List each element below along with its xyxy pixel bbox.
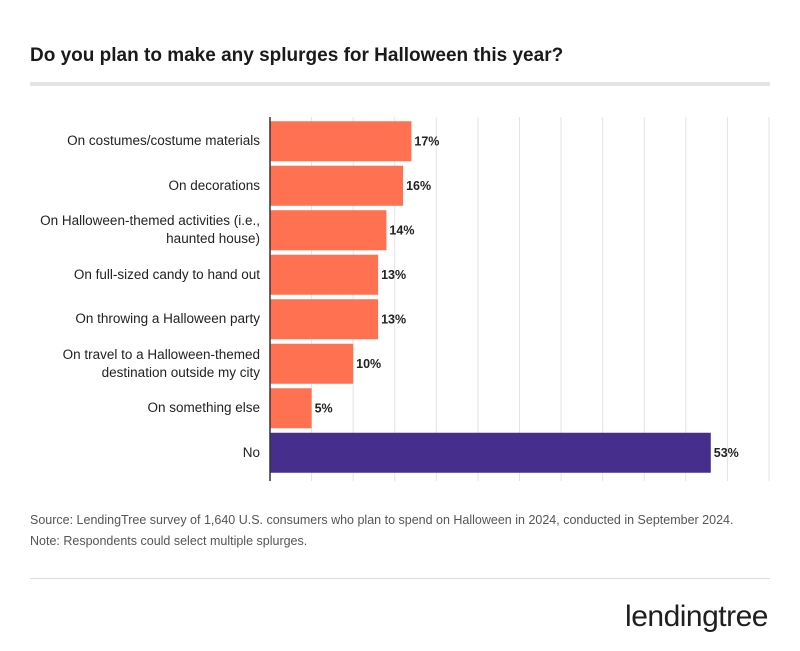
category-label: On throwing a Halloween party bbox=[75, 311, 260, 327]
chart-title: Do you plan to make any splurges for Hal… bbox=[30, 45, 564, 66]
category-label: On costumes/costume materials bbox=[67, 133, 260, 149]
bar bbox=[270, 299, 379, 340]
bar bbox=[270, 388, 312, 429]
category-label: On Halloween-themed activities (i.e., ha… bbox=[40, 213, 260, 247]
value-label: 16% bbox=[406, 179, 431, 193]
category-label: On decorations bbox=[168, 177, 260, 193]
value-label: 10% bbox=[356, 357, 381, 371]
category-label: On full-sized candy to hand out bbox=[73, 266, 260, 282]
logo: lendingtree bbox=[625, 600, 768, 633]
bar bbox=[270, 343, 354, 384]
value-label: 17% bbox=[414, 135, 439, 149]
value-label: 53% bbox=[714, 446, 739, 460]
bar bbox=[270, 121, 412, 162]
category-label: On travel to a Halloween-themed destinat… bbox=[62, 346, 260, 380]
bar bbox=[270, 165, 404, 206]
divider bbox=[30, 82, 770, 86]
chart: 17% 16% 14% 13% 13% 10% 5% 53% bbox=[269, 117, 770, 481]
category-label: On something else bbox=[147, 400, 260, 416]
bar bbox=[270, 210, 387, 251]
value-label: 13% bbox=[381, 268, 406, 282]
value-label: 5% bbox=[315, 402, 333, 416]
divider bbox=[30, 578, 770, 579]
source-note: Source: LendingTree survey of 1,640 U.S.… bbox=[30, 513, 734, 548]
bar bbox=[270, 254, 379, 295]
value-label: 13% bbox=[381, 313, 406, 327]
bar bbox=[270, 432, 711, 473]
category-label: No bbox=[242, 444, 260, 460]
value-label: 14% bbox=[389, 224, 414, 238]
